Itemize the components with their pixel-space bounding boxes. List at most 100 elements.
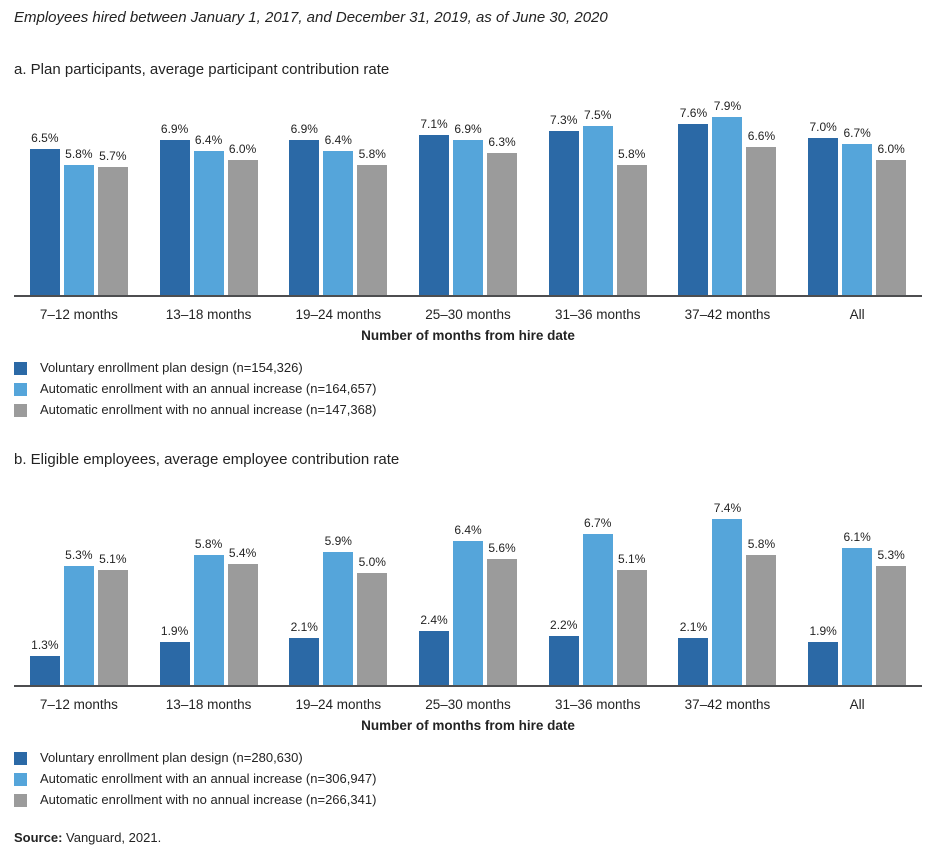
bar-rect (63, 164, 94, 295)
bar-value-label: 5.1% (99, 552, 127, 567)
bar: 6.6% (746, 128, 777, 295)
bar: 5.8% (616, 147, 647, 295)
bar-rect (548, 635, 579, 685)
bar: 6.7% (842, 126, 873, 295)
category-label: 37–42 months (684, 307, 771, 322)
category-label: All (849, 697, 865, 712)
bar: 5.8% (193, 536, 224, 685)
bar-rect (842, 547, 873, 685)
bar: 5.3% (63, 547, 94, 685)
bar-rect (876, 565, 907, 685)
bar: 7.0% (808, 120, 839, 295)
bar: 5.0% (357, 554, 388, 685)
bar-value-label: 7.5% (584, 108, 612, 123)
bar-rect (159, 642, 190, 685)
bar: 5.9% (323, 534, 354, 685)
bar: 1.9% (808, 624, 839, 685)
bar-rect (487, 559, 518, 685)
category-label: 25–30 months (425, 307, 511, 322)
category-label: 19–24 months (295, 307, 382, 322)
category-label: 13–18 months (165, 697, 252, 712)
bar: 1.3% (29, 637, 60, 685)
bar-value-label: 7.3% (550, 112, 578, 127)
bar: 6.5% (29, 130, 60, 295)
legend-label: Automatic enrollment with no annual incr… (40, 792, 377, 807)
bar-group: 7.6% 7.9% 6.6% (663, 99, 793, 295)
chart-b-category-axis: 7–12 months 13–18 months 19–24 months 25–30… (14, 687, 922, 713)
bar-rect (876, 160, 907, 295)
bar-value-label: 5.0% (358, 554, 386, 569)
source-line: Source: Vanguard, 2021. (14, 830, 922, 846)
bar: 2.1% (289, 619, 320, 685)
bar: 2.2% (548, 618, 579, 685)
chart-a-legend: Voluntary enrollment plan design (n=154,… (14, 360, 922, 418)
bar-value-label: 6.0% (877, 142, 905, 156)
bar-rect (29, 148, 60, 295)
bar-rect (419, 135, 450, 295)
bar-group: 6.9% 6.4% 6.0% (144, 122, 274, 295)
bar: 6.4% (323, 133, 354, 295)
legend-swatch-icon (14, 772, 27, 786)
bar-group: 1.3% 5.3% 5.1% (14, 548, 144, 685)
bar-group: 6.5% 5.8% 5.7% (14, 131, 144, 295)
bar-value-label: 6.3% (488, 135, 516, 150)
bar-rect (97, 570, 128, 685)
legend-swatch-icon (14, 751, 27, 765)
bar: 7.9% (712, 99, 743, 295)
legend-item: Automatic enrollment with no annual incr… (14, 792, 922, 808)
bar-value-label: 5.7% (99, 148, 127, 163)
bar-group: 2.4% 6.4% 5.6% (403, 523, 533, 685)
bar-group: 7.1% 6.9% 6.3% (403, 117, 533, 295)
category-label: 37–42 months (684, 697, 771, 712)
bar-value-label: 5.3% (65, 547, 93, 562)
bar-value-label: 6.7% (584, 516, 612, 531)
bar-rect (808, 137, 839, 295)
bar: 2.1% (678, 620, 709, 685)
bar-value-label: 5.8% (358, 146, 386, 161)
chart-b-plot-area: 1.3% 5.3% 5.1% 1.9% 5.8% 5.4% 2.1% 5.9% 5.0% 2.4%… (14, 486, 922, 687)
bar: 5.4% (227, 546, 258, 685)
bar-rect (289, 637, 320, 685)
bar: 5.1% (97, 552, 128, 685)
bar-rect (548, 130, 579, 295)
bar-value-label: 2.1% (290, 619, 318, 634)
bar: 7.3% (548, 112, 579, 295)
chart-b-legend: Voluntary enrollment plan design (n=280,… (14, 750, 922, 808)
bar-value-label: 6.4% (454, 523, 482, 537)
bar-value-label: 6.6% (747, 128, 776, 143)
bar-group: 1.9% 5.8% 5.4% (144, 536, 274, 685)
bar: 5.1% (616, 552, 647, 685)
category-label: 7–12 months (39, 697, 118, 712)
bar-rect (323, 552, 354, 685)
chart-a-title: a. Plan participants, average participan… (14, 61, 390, 78)
bar: 6.4% (453, 523, 484, 685)
bar-value-label: 7.4% (713, 500, 742, 515)
legend-item: Automatic enrollment with an annual incr… (14, 771, 922, 787)
bar-rect (289, 139, 320, 295)
bar-rect (97, 166, 128, 295)
bar-rect (746, 554, 777, 685)
bar-value-label: 1.3% (31, 637, 59, 652)
bar-group: 7.3% 7.5% 5.8% (533, 108, 663, 295)
bar-rect (453, 139, 484, 295)
legend-swatch-icon (14, 793, 27, 807)
bar-rect (712, 518, 743, 685)
bar-value-label: 1.9% (809, 624, 837, 639)
legend-label: Automatic enrollment with an annual incr… (40, 381, 377, 396)
bar-value-label: 6.9% (290, 121, 318, 136)
category-label: 19–24 months (295, 697, 382, 712)
legend-label: Voluntary enrollment plan design (n=280,… (40, 750, 303, 765)
bar: 6.9% (159, 122, 190, 295)
bar-value-label: 7.6% (679, 106, 708, 120)
bar-value-label: 6.4% (194, 133, 223, 147)
legend-swatch-icon (14, 382, 27, 396)
bar-value-label: 6.7% (843, 126, 871, 141)
category-label: 31–36 months (554, 697, 641, 712)
bar-rect (159, 139, 190, 295)
source-label: Source: (14, 830, 63, 845)
category-label: All (849, 307, 865, 322)
bar-rect (712, 117, 743, 295)
category-label: 31–36 months (554, 307, 641, 322)
bar-value-label: 6.5% (31, 130, 59, 145)
bar-value-label: 5.8% (194, 536, 223, 551)
